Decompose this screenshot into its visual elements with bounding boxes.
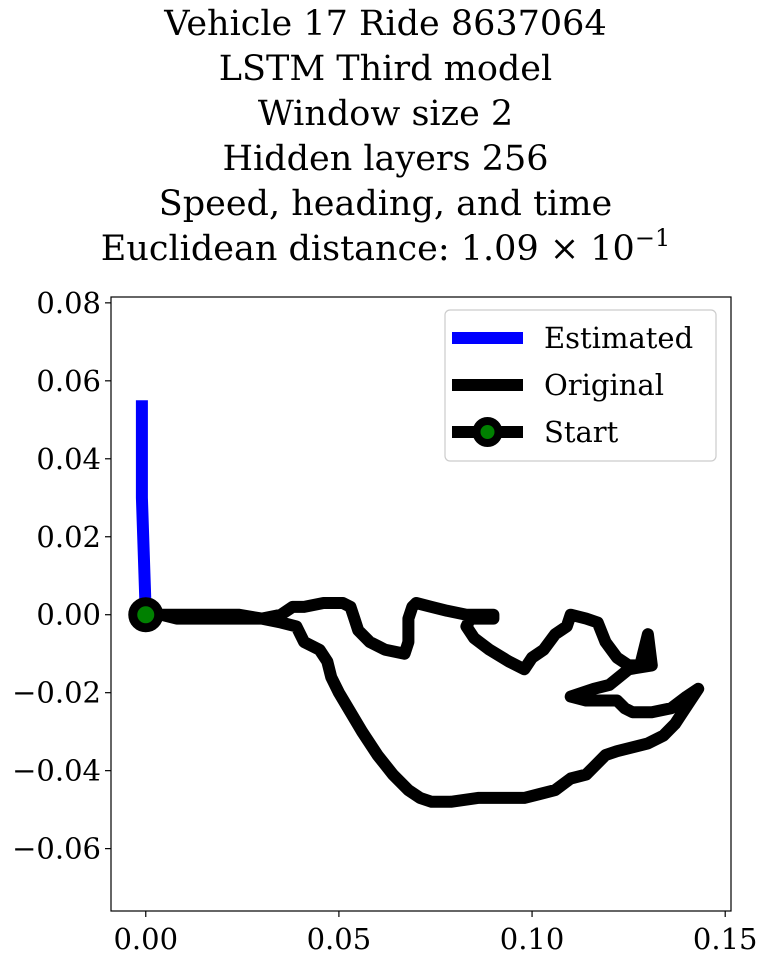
legend: Estimated Original Start: [445, 310, 716, 461]
y-tick-label: 0.08: [36, 286, 101, 320]
legend-start-marker: [477, 421, 499, 443]
series-line-estimated: [142, 400, 146, 614]
legend-label-original: Original: [544, 368, 664, 402]
x-tick-label: 0.10: [500, 922, 565, 956]
x-tick-label: 0.05: [307, 922, 372, 956]
y-tick-label: 0.00: [36, 598, 101, 632]
y-tick-label: 0.02: [36, 520, 101, 554]
x-tick-label: 0.00: [113, 922, 178, 956]
y-tick-label: −0.02: [12, 676, 101, 710]
start-marker: [133, 602, 159, 628]
y-tick-label: 0.04: [36, 442, 101, 476]
y-tick-label: −0.06: [12, 832, 101, 866]
legend-label-start: Start: [544, 415, 619, 449]
x-tick-label: 0.15: [693, 922, 758, 956]
y-tick-label: 0.06: [36, 364, 101, 398]
series-line-original: [146, 603, 698, 802]
y-tick-label: −0.04: [12, 754, 101, 788]
legend-label-estimated: Estimated: [544, 321, 693, 355]
